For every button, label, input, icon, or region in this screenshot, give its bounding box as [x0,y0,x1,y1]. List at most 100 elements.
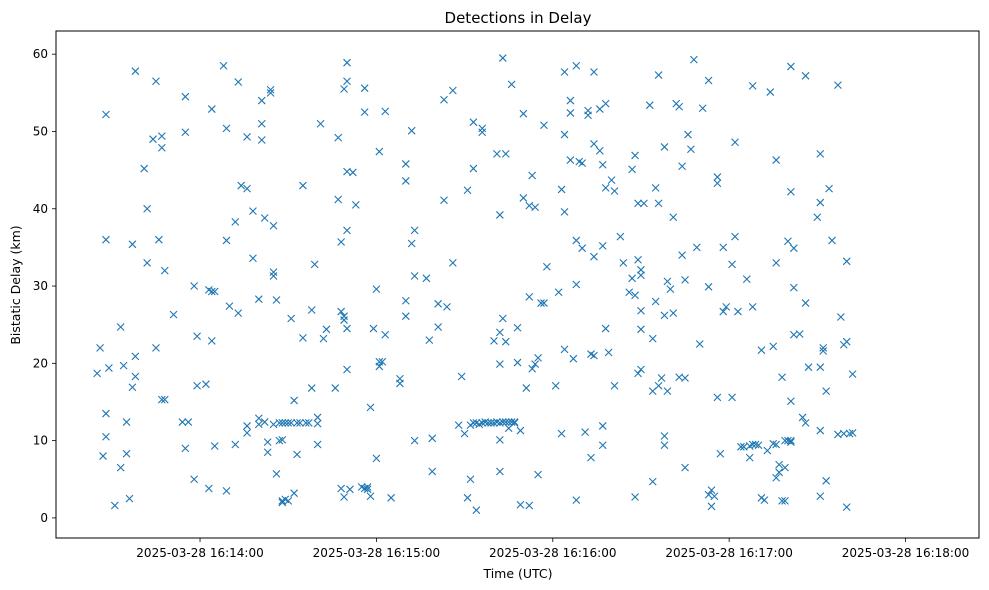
data-point [628,165,637,174]
data-point [143,258,152,267]
data-point [651,297,660,306]
data-point [540,121,548,130]
data-point [349,168,357,177]
data-point [675,102,684,111]
data-point [501,418,510,426]
data-point [657,374,666,382]
data-point [269,221,278,230]
data-point [495,435,504,444]
data-point [769,342,778,351]
data-point [678,162,686,171]
data-point [381,107,390,116]
data-point [590,252,598,261]
data-point [637,271,645,280]
data-point [751,440,760,449]
data-point [460,429,469,438]
data-point [607,176,616,185]
data-point [222,486,231,495]
data-point [490,337,498,345]
data-point [249,254,257,263]
data-point [763,446,772,455]
data-point [842,503,851,511]
data-point [299,181,307,190]
data-point [640,199,648,208]
data-point [748,81,757,90]
data-point [801,418,810,427]
data-point [102,235,110,244]
data-point [210,287,219,296]
data-point [131,352,140,361]
data-point [366,492,375,501]
data-point [257,96,266,105]
data-point [375,147,384,156]
data-point [340,493,348,501]
data-point [713,173,722,181]
data-point [728,260,736,269]
data-point [122,418,131,426]
data-point [484,418,492,427]
data-point [495,211,504,219]
data-point [734,307,742,316]
data-point [99,452,107,460]
data-point [648,334,657,343]
data-point [601,324,610,333]
data-point [125,494,134,503]
x-tick-label: 2025-03-28 16:15:00 [313,546,440,560]
y-tick-label: 50 [33,124,48,138]
data-point [578,159,587,168]
data-point [307,306,316,314]
data-point [190,475,199,484]
data-point [687,145,695,154]
data-point [634,369,642,378]
data-point [472,506,481,515]
data-point [204,484,213,493]
data-point [786,187,795,196]
y-tick-label: 0 [40,511,48,525]
data-point [178,418,187,426]
data-point [272,469,281,478]
data-point [152,343,160,352]
data-point [578,244,587,253]
data-point [102,110,110,119]
data-point [443,303,451,311]
data-point [819,347,828,355]
data-point [340,316,348,324]
data-point [410,436,419,445]
data-point [493,149,501,158]
y-tick-label: 40 [33,202,48,216]
data-point [634,199,642,208]
data-point [337,238,346,246]
data-point [269,420,278,429]
data-point [778,497,786,505]
data-point [428,434,437,443]
data-point [243,184,251,193]
x-axis-label: Time (UTC) [482,566,552,581]
data-point [105,364,113,372]
data-point [316,119,325,128]
data-point [572,236,581,245]
data-point [257,119,266,128]
data-point [566,96,575,105]
data-point [769,439,778,448]
x-axis-ticks: 2025-03-28 16:14:00 2025-03-28 16:15:00 20… [136,538,969,560]
data-point [678,251,686,260]
data-point [648,477,657,486]
data-point [478,124,487,133]
data-point [731,232,739,241]
data-point [407,126,416,135]
data-point [710,492,719,501]
data-point [525,501,534,510]
data-point [781,436,789,445]
data-point [343,324,351,333]
data-point [507,80,516,89]
data-point [707,502,716,511]
data-point [681,374,689,382]
data-point [604,348,613,357]
data-point [116,323,125,331]
data-point [848,370,857,379]
data-point [516,500,525,509]
data-point [737,442,745,451]
data-point [707,486,716,494]
data-point [154,235,163,244]
data-point [434,299,443,308]
